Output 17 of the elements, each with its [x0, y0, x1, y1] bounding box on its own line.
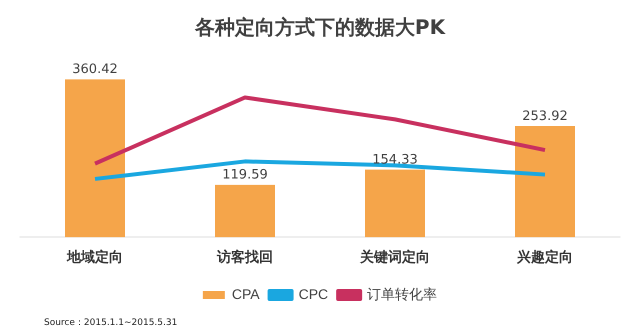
legend-label: 订单转化率 [367, 286, 438, 302]
data-label: 253.92 [522, 108, 568, 124]
bar [215, 184, 275, 238]
source-note: Source：2015.1.1~2015.5.31 [44, 317, 178, 329]
x-tick-label: 兴趣定向 [516, 248, 573, 264]
x-tick-label: 访客找回 [216, 248, 273, 264]
x-tick-label: 关键词定向 [359, 248, 430, 264]
bar [365, 170, 425, 238]
data-label: 154.33 [372, 152, 418, 168]
chart-title: 各种定向方式下的数据大PK [194, 14, 446, 41]
legend-label: CPA [232, 286, 260, 302]
x-tick-label: 地域定向 [66, 248, 123, 264]
data-label: 360.42 [72, 62, 118, 78]
bar [515, 126, 575, 238]
legend-label: CPC [298, 286, 328, 302]
data-label: 119.59 [222, 168, 268, 183]
bar [65, 79, 125, 238]
